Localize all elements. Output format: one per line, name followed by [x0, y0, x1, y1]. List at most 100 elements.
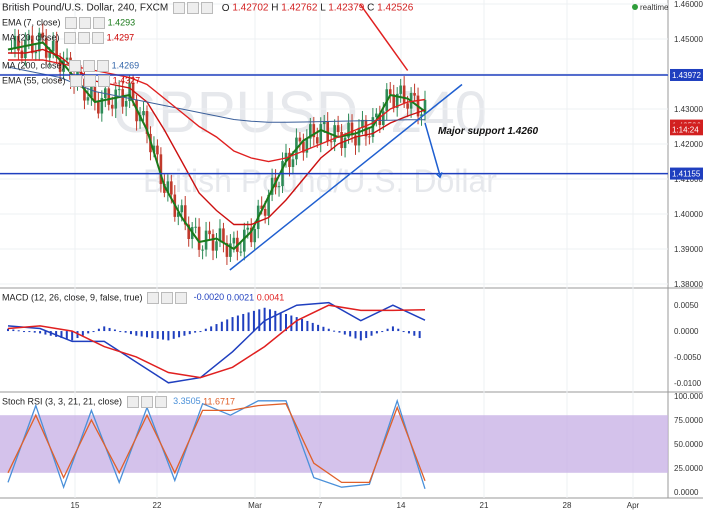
time-tick-label: Mar: [248, 501, 262, 510]
legend-ma200-value: 1.4269: [111, 60, 140, 71]
candle-body: [197, 226, 201, 250]
macd-histogram-bar: [236, 315, 239, 332]
settings-icon[interactable]: [78, 32, 91, 44]
settings-icon[interactable]: [161, 292, 174, 304]
macd-tick-label: -0.0100: [674, 379, 702, 388]
candle-body: [402, 85, 406, 104]
legend-ma20-value: 1.4297: [106, 32, 135, 43]
macd-histogram-bar: [151, 331, 154, 339]
macd-histogram-bar: [71, 331, 74, 341]
candle-body: [48, 51, 51, 58]
macd-histogram-bar: [343, 331, 346, 335]
macd-histogram-bar: [103, 326, 106, 332]
macd-histogram-bar: [279, 312, 282, 332]
macd-histogram-bar: [97, 328, 100, 332]
candle-body: [302, 141, 305, 153]
macd-histogram-bar: [311, 322, 314, 332]
ohlc-open-label: O: [221, 2, 230, 14]
macd-histogram-bar: [17, 330, 20, 332]
eye-icon[interactable]: [69, 60, 82, 72]
candle-body: [65, 57, 69, 60]
close-icon[interactable]: [97, 60, 110, 72]
candle-body: [159, 154, 163, 184]
close-icon[interactable]: [93, 17, 106, 29]
candle-body: [156, 145, 159, 155]
close-icon[interactable]: [92, 32, 105, 44]
settings-icon[interactable]: [79, 17, 92, 29]
macd-histogram-bar: [274, 310, 277, 332]
header-symbol: British Pound/U.S. Dollar, 240, FXCM: [2, 2, 169, 14]
settings-icon[interactable]: [83, 60, 96, 72]
candle-body: [142, 110, 145, 116]
stoch-tick-label: 100.0000: [674, 392, 703, 401]
candle-body: [260, 205, 263, 210]
close-icon[interactable]: [200, 2, 213, 14]
macd-histogram-bar: [188, 331, 191, 335]
candle-body: [336, 125, 340, 132]
annotation-major-support: Major support 1.4260: [438, 126, 538, 137]
eye-icon[interactable]: [126, 396, 139, 408]
macd-histogram-bar: [129, 331, 132, 335]
price-tick-label: 1.46000: [674, 0, 703, 9]
candle-body: [107, 88, 111, 105]
candle-body: [354, 135, 357, 146]
settings-icon[interactable]: [186, 2, 199, 14]
macd-histogram-bar: [23, 331, 26, 333]
close-icon[interactable]: [98, 75, 111, 87]
stoch-legend[interactable]: Stoch RSI (3, 3, 21, 21, close) 3.3505 1…: [2, 396, 235, 408]
eye-icon[interactable]: [70, 75, 83, 87]
stoch-label: Stoch RSI (3, 3, 21, 21, close): [2, 396, 123, 407]
close-icon[interactable]: [154, 396, 167, 408]
close-icon[interactable]: [175, 292, 188, 304]
legend-ema55[interactable]: EMA (55, close) 1.4327: [2, 75, 140, 87]
candle-body: [322, 121, 326, 125]
eye-icon[interactable]: [147, 292, 160, 304]
macd-histogram-bar: [220, 321, 223, 332]
legend-ma200-label: MA (200, close): [2, 60, 65, 71]
candle-body: [243, 229, 246, 252]
candle-body: [267, 194, 270, 216]
macd-histogram-bar: [199, 331, 202, 333]
settings-icon[interactable]: [140, 396, 153, 408]
price-tick-label: 1.45000: [674, 35, 703, 44]
price-tag-label: 1.41155: [672, 170, 701, 179]
legend-ma20[interactable]: MA (20, close) 1.4297: [2, 32, 134, 44]
candle-body: [333, 125, 336, 142]
macd-legend[interactable]: MACD (12, 26, close, 9, false, true) -0.…: [2, 292, 284, 304]
stoch-tick-label: 50.0000: [674, 440, 703, 449]
candle-body: [413, 93, 416, 96]
candle-body: [183, 205, 187, 225]
candle-body: [298, 137, 302, 142]
macd-histogram-bar: [322, 326, 325, 332]
macd-histogram-bar: [413, 331, 416, 336]
macd-histogram-bar: [178, 331, 181, 338]
legend-ma200[interactable]: MA (200, close) 1.4269: [2, 60, 139, 72]
eye-icon[interactable]: [65, 17, 78, 29]
time-tick-label: 14: [397, 501, 406, 510]
axes: 1.460001.450001.440001.430001.420001.410…: [71, 0, 703, 510]
macd-histogram-bar: [108, 327, 111, 332]
candle-body: [13, 35, 17, 49]
candle-body: [399, 85, 402, 94]
settings-icon[interactable]: [84, 75, 97, 87]
macd-tick-label: -0.0050: [674, 353, 702, 362]
ohlc-high: 1.42762: [281, 2, 318, 14]
candle-body: [58, 57, 62, 72]
macd-histogram-bar: [359, 331, 362, 341]
eye-icon[interactable]: [172, 2, 185, 14]
macd-hist-value: -0.0020: [193, 292, 225, 303]
time-tick-label: 7: [318, 501, 323, 510]
price-tag-label: 1:14:24: [672, 125, 699, 134]
macd-histogram-bar: [76, 331, 79, 339]
stoch-tick-label: 0.0000: [674, 488, 699, 497]
legend-ema7[interactable]: EMA (7, close) 1.4293: [2, 17, 135, 29]
projection-arrowhead: [435, 172, 443, 179]
candle-body: [340, 131, 343, 149]
macd-histogram-bar: [215, 324, 218, 332]
candle-body: [284, 152, 288, 162]
eye-icon[interactable]: [64, 32, 77, 44]
macd-panel: [7, 301, 426, 384]
price-tag-bg: [670, 68, 703, 81]
macd-histogram-bar: [194, 331, 197, 333]
